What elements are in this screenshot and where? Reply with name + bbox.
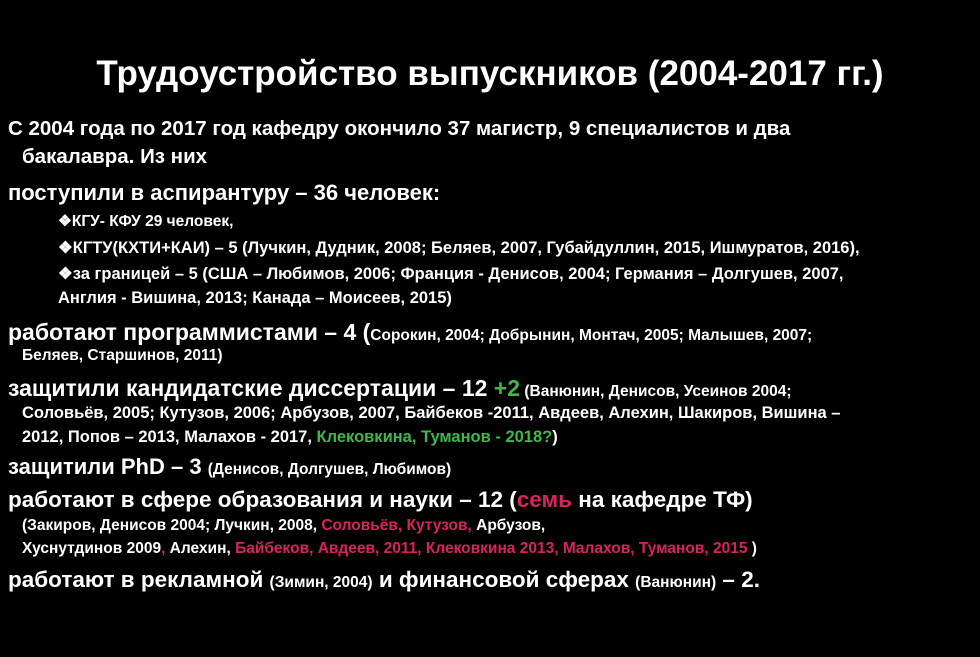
postgrad-item: ❖за границей – 5 (США – Любимов, 2006; Ф… bbox=[58, 265, 844, 283]
candidates-names: 2012, Попов – 2013, Малахов - 2017, bbox=[22, 428, 317, 446]
programmers-line-1: работают программистами – 4 (Сорокин, 20… bbox=[8, 321, 812, 344]
other-line: работают в рекламной (Зимин, 2004) и фин… bbox=[8, 567, 760, 592]
education-names: (Закиров, Денисов 2004; Лучкин, 2008, bbox=[22, 517, 322, 534]
other-advertising: работают в рекламной bbox=[8, 567, 270, 592]
education-heading-end: на кафедре ТФ) bbox=[572, 487, 753, 512]
postgrad-item: ❖КГТУ(КХТИ+КАИ) – 5 (Лучкин, Дудник, 200… bbox=[58, 239, 860, 257]
education-line-1: (Закиров, Денисов 2004; Лучкин, 2008, Со… bbox=[22, 518, 545, 534]
education-names-department: Байбеков, Авдеев, 2011, Клековкина 2013,… bbox=[235, 540, 748, 557]
other-finance: и финансовой сферах bbox=[372, 567, 636, 592]
postgrad-heading: поступили в аспирантуру – 36 человек: bbox=[8, 180, 441, 205]
education-names: Алехин, bbox=[165, 540, 236, 557]
candidates-line-1: защитили кандидатские диссертации – 12 +… bbox=[8, 377, 792, 400]
phd-names: (Денисов, Долгушев, Любимов) bbox=[207, 461, 452, 478]
intro-line-2: бакалавра. Из них bbox=[22, 145, 208, 168]
other-count: – 2. bbox=[716, 567, 760, 592]
comma: , bbox=[161, 540, 166, 557]
postgrad-item: ❖КГУ- КФУ 29 человек, bbox=[58, 213, 234, 230]
phd-line: защитили PhD – 3 (Денисов, Долгушев, Люб… bbox=[8, 456, 451, 478]
slide-title: Трудоустройство выпускников (2004-2017 г… bbox=[96, 54, 884, 93]
programmers-line-2: Беляев, Старшинов, 2011) bbox=[22, 347, 223, 364]
candidates-names: (Ванюнин, Денисов, Усеинов 2004; bbox=[520, 383, 792, 400]
education-names: Арбузов, bbox=[471, 517, 546, 534]
closing-paren: ) bbox=[747, 540, 757, 557]
intro-line-1: С 2004 года по 2017 год кафедру окончило… bbox=[8, 117, 791, 140]
education-heading-text: работают в сфере образования и науки – 1… bbox=[8, 487, 517, 512]
programmers-heading: работают программистами – 4 ( bbox=[8, 319, 371, 345]
postgrad-item: Англия - Вишина, 2013; Канада – Моисеев,… bbox=[58, 289, 452, 307]
candidates-names-expected: Клековкина, Туманов - 2018? bbox=[316, 428, 553, 446]
other-names: (Зимин, 2004) bbox=[269, 574, 373, 591]
education-names-department: Соловьёв, Кутузов, bbox=[321, 517, 472, 534]
other-names: (Ванюнин) bbox=[635, 574, 717, 591]
candidates-heading: защитили кандидатские диссертации – 12 bbox=[8, 375, 494, 401]
education-seven: семь bbox=[516, 487, 572, 512]
education-names: Хуснутдинов 2009 bbox=[22, 540, 162, 557]
education-heading: работают в сфере образования и науки – 1… bbox=[8, 487, 753, 512]
phd-heading: защитили PhD – 3 bbox=[8, 454, 208, 479]
candidates-line-2: Соловьёв, 2005; Кутузов, 2006; Арбузов, … bbox=[22, 404, 841, 422]
candidates-plus: +2 bbox=[493, 375, 521, 401]
programmers-names: Сорокин, 2004; Добрынин, Монтач, 2005; М… bbox=[370, 327, 813, 344]
education-line-2: Хуснутдинов 2009, Алехин, Байбеков, Авде… bbox=[22, 541, 757, 557]
closing-paren: ) bbox=[552, 428, 558, 446]
candidates-line-3: 2012, Попов – 2013, Малахов - 2017, Клек… bbox=[22, 429, 558, 446]
